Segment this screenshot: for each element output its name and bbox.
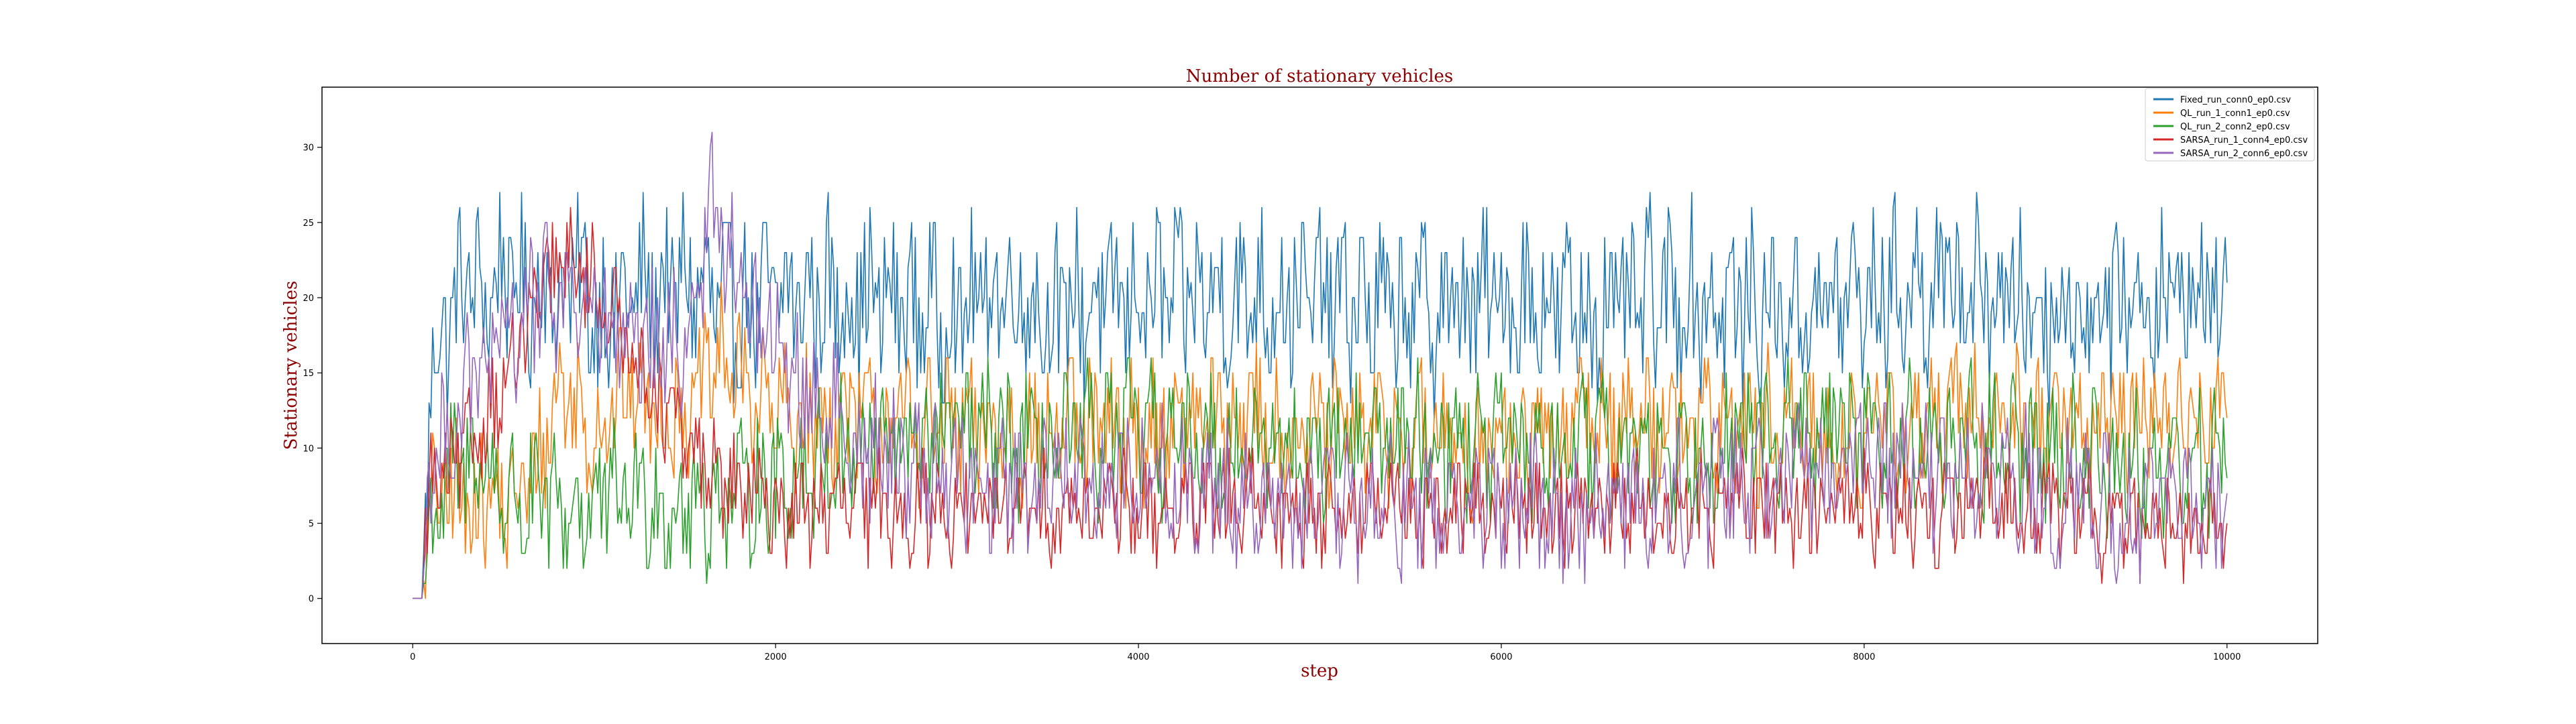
series-line — [413, 357, 2228, 599]
x-axis-ticks: 0 2000 4000 6000 8000 10000 — [410, 644, 2241, 662]
plot-lines — [413, 131, 2228, 599]
x-tick-label: 0 — [410, 652, 415, 662]
series-line — [413, 192, 2228, 599]
legend-label: SARSA_run_1_conn4_ep0.csv — [2180, 135, 2308, 145]
chart-title: Number of stationary vehicles — [1186, 66, 1454, 86]
x-tick-label: 6000 — [1490, 652, 1512, 662]
x-tick-label: 4000 — [1127, 652, 1149, 662]
series-line — [413, 282, 2228, 599]
y-axis-ticks: 0 5 10 15 20 25 30 — [303, 143, 322, 605]
legend-label: QL_run_1_conn1_ep0.csv — [2180, 109, 2290, 119]
legend-label: QL_run_2_conn2_ep0.csv — [2180, 122, 2290, 132]
x-tick-label: 8000 — [1853, 652, 1875, 662]
axes-frame — [321, 86, 2318, 644]
x-axis-label: step — [1301, 661, 1338, 681]
legend-box — [2145, 88, 2315, 162]
x-tick-label: 10000 — [2213, 652, 2241, 662]
y-tick-label: 20 — [303, 294, 314, 304]
y-axis-label: Stationary vehicles — [281, 281, 301, 450]
y-tick-label: 15 — [303, 369, 314, 379]
y-tick-label: 0 — [309, 595, 314, 605]
legend-items: Fixed_run_conn0_ep0.csv QL_run_1_conn1_ep… — [2153, 95, 2308, 159]
y-tick-label: 30 — [303, 143, 314, 154]
x-tick-label: 2000 — [765, 652, 787, 662]
y-tick-label: 10 — [303, 444, 314, 454]
series-line — [413, 131, 2228, 599]
y-tick-label: 5 — [309, 520, 314, 530]
legend-label: SARSA_run_2_conn6_ep0.csv — [2180, 149, 2308, 159]
legend: Fixed_run_conn0_ep0.csv QL_run_1_conn1_ep… — [2145, 88, 2315, 162]
legend-label: Fixed_run_conn0_ep0.csv — [2180, 95, 2291, 105]
y-tick-label: 25 — [303, 219, 314, 229]
